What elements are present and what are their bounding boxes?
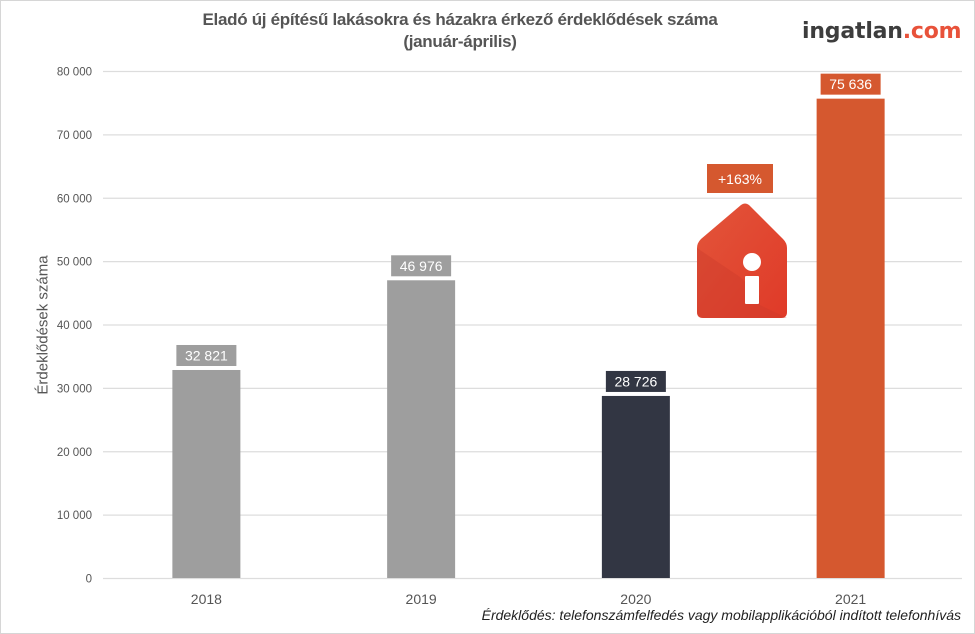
y-tick-label: 60 000 (57, 193, 92, 205)
y-tick-label: 30 000 (57, 383, 92, 395)
logo-main-text: ingatlan (802, 19, 903, 44)
x-tick-label: 2020 (620, 591, 651, 607)
y-tick-labels: 0 10 000 20 000 30 000 40 000 50 000 60 000 70 … (57, 67, 92, 586)
data-label: 32 821 (185, 347, 228, 363)
x-tick-label: 2019 (406, 591, 437, 607)
data-labels: 32 821 46 976 28 726 75 636 (176, 73, 881, 392)
data-label-box (176, 344, 237, 366)
bar-2018 (172, 369, 241, 578)
y-tick-label: 40 000 (57, 320, 92, 332)
y-tick-label: 0 (86, 574, 92, 586)
x-tick-label: 2021 (835, 591, 866, 607)
house-info-icon (697, 203, 787, 318)
growth-badge-text: +163% (718, 171, 762, 187)
bar-2019 (387, 280, 456, 578)
chart-title: Eladó új építésű lakásokra és házakra ér… (150, 9, 770, 53)
x-tick-label: 2018 (191, 591, 222, 607)
bar-2021 (816, 98, 885, 578)
chart-title-line1: Eladó új építésű lakásokra és házakra ér… (202, 10, 718, 29)
growth-badge: +163% (707, 164, 773, 193)
x-tick-labels: 2018 2019 2020 2021 (191, 591, 867, 607)
y-tick-label: 70 000 (57, 130, 92, 142)
data-label-box (605, 370, 666, 392)
y-tick-label: 20 000 (57, 447, 92, 459)
logo-tld-text: .com (902, 19, 962, 44)
data-label: 28 726 (614, 373, 657, 389)
growth-badge-box (707, 164, 773, 193)
bar-2020 (601, 395, 670, 578)
data-label: 46 976 (400, 258, 443, 274)
bars (172, 98, 885, 578)
footnote: Érdeklődés: telefonszámfelfedés vagy mob… (481, 607, 961, 623)
y-tick-label: 50 000 (57, 257, 92, 269)
data-label-box (820, 73, 881, 95)
brand-logo: ingatlan.com (802, 19, 962, 44)
chart-title-line2: (január-április) (403, 32, 517, 51)
y-tick-label: 10 000 (57, 510, 92, 522)
data-label-box (391, 255, 452, 277)
data-label: 75 636 (829, 76, 872, 92)
y-tick-label: 80 000 (57, 67, 92, 79)
